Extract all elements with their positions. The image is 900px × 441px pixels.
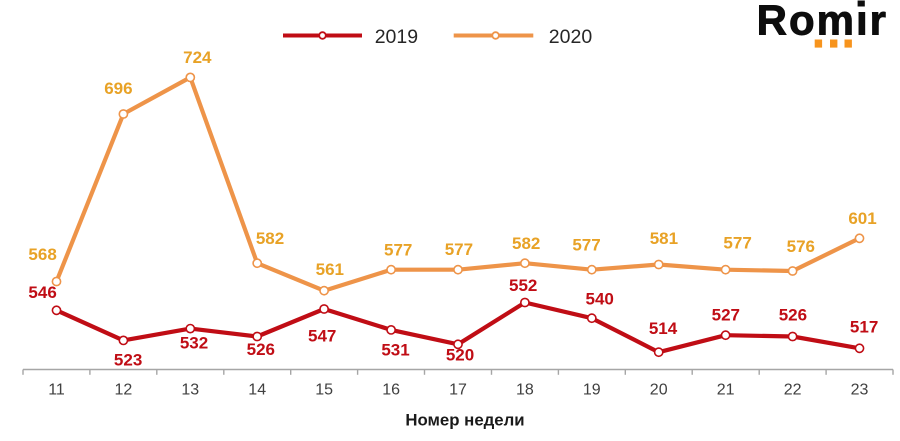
svg-text:577: 577	[445, 240, 473, 259]
svg-text:14: 14	[248, 382, 266, 399]
svg-text:523: 523	[114, 351, 142, 370]
svg-text:23: 23	[851, 382, 869, 399]
svg-text:724: 724	[183, 48, 212, 67]
svg-text:696: 696	[104, 79, 132, 98]
svg-text:21: 21	[717, 382, 735, 399]
svg-text:601: 601	[848, 209, 876, 228]
svg-text:517: 517	[850, 318, 878, 337]
svg-text:17: 17	[449, 382, 467, 399]
svg-text:514: 514	[649, 319, 678, 338]
svg-text:11: 11	[48, 382, 65, 399]
svg-text:546: 546	[28, 283, 56, 302]
svg-text:581: 581	[650, 229, 678, 248]
svg-text:527: 527	[712, 306, 740, 325]
svg-text:577: 577	[572, 236, 600, 255]
svg-text:520: 520	[446, 346, 474, 365]
svg-text:532: 532	[180, 333, 208, 352]
svg-text:561: 561	[316, 260, 344, 279]
svg-text:526: 526	[247, 340, 275, 359]
svg-text:531: 531	[381, 340, 409, 359]
svg-text:576: 576	[787, 237, 815, 256]
svg-text:568: 568	[28, 245, 56, 264]
svg-text:13: 13	[181, 382, 199, 399]
svg-text:2020: 2020	[549, 26, 593, 48]
svg-text:15: 15	[315, 382, 333, 399]
svg-text:582: 582	[256, 229, 284, 248]
svg-text:22: 22	[784, 382, 802, 399]
svg-text:12: 12	[115, 382, 133, 399]
svg-text:Номер недели: Номер недели	[405, 411, 524, 430]
svg-text:19: 19	[583, 382, 601, 399]
svg-text:540: 540	[586, 289, 614, 308]
svg-text:552: 552	[509, 276, 537, 295]
svg-text:Romır: Romır	[757, 0, 888, 44]
svg-text:547: 547	[308, 327, 336, 346]
svg-text:526: 526	[779, 306, 807, 325]
svg-text:18: 18	[516, 382, 534, 399]
svg-text:16: 16	[382, 382, 400, 399]
svg-text:2019: 2019	[375, 26, 418, 48]
svg-text:20: 20	[650, 382, 668, 399]
svg-text:577: 577	[723, 234, 751, 253]
svg-text:582: 582	[512, 234, 540, 253]
svg-text:577: 577	[384, 241, 412, 260]
